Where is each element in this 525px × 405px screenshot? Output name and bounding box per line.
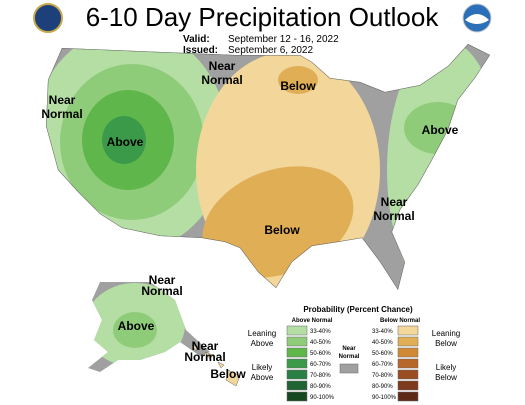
hawaii xyxy=(191,344,241,387)
legend-swatch-below xyxy=(397,369,419,380)
map-label: Near Normal xyxy=(373,195,414,223)
legend-above-item: 90-100% xyxy=(310,395,335,401)
legend-above-item: 50-60% xyxy=(310,351,331,357)
legend-above-heading: Above Normal xyxy=(292,318,333,324)
legend-swatch-above xyxy=(286,369,308,380)
legend-title: Probability (Percent Chance) xyxy=(303,305,413,314)
legend-swatch-below xyxy=(397,391,419,402)
valid-dates: September 12 - 16, 2022 xyxy=(228,34,339,45)
map-label: Below xyxy=(210,367,246,381)
legend-swatch-above xyxy=(286,380,308,391)
noaa-logo-bird xyxy=(465,14,489,24)
legend-above-item: 80-90% xyxy=(310,384,331,390)
legend-below-item: 40-50% xyxy=(372,340,393,346)
legend-swatch-below xyxy=(397,325,419,336)
legend-swatch-below xyxy=(397,358,419,369)
below-40-mn-area xyxy=(278,66,318,94)
legend-swatch-near xyxy=(339,363,359,374)
legend-below-item: 90-100% xyxy=(372,395,397,401)
issued-label: Issued: xyxy=(183,45,218,56)
above-60-area xyxy=(102,116,146,164)
legend-swatch-above xyxy=(286,336,308,347)
legend-below-heading: Below Normal xyxy=(380,318,420,324)
map-label: Near Normal xyxy=(141,273,182,298)
map-label: Above xyxy=(107,135,144,149)
legend-likely-above: Likely Above xyxy=(251,363,274,382)
legend-swatch-above xyxy=(286,358,308,369)
map-label: Below xyxy=(280,79,316,93)
legend-below-item: 50-60% xyxy=(372,351,393,357)
legend-above-item: 70-80% xyxy=(310,373,331,379)
legend-swatch-below xyxy=(397,336,419,347)
legend-swatch-above xyxy=(286,391,308,402)
legend-swatch-below xyxy=(397,380,419,391)
legend-swatch-above xyxy=(286,325,308,336)
valid-label: Valid: xyxy=(183,34,210,45)
legend: Probability (Percent Chance) Above Norma… xyxy=(248,305,460,402)
legend-above-item: 33-40% xyxy=(310,329,331,335)
issued-date: September 6, 2022 xyxy=(228,45,313,56)
map-label: Above xyxy=(422,123,459,137)
map-label: Near Normal xyxy=(184,339,225,364)
legend-below-item: 33-40% xyxy=(372,329,393,335)
legend-below-item: 60-70% xyxy=(372,362,393,368)
legend-below-item: 70-80% xyxy=(372,373,393,379)
ak-above-40 xyxy=(113,312,157,348)
doc-logo xyxy=(33,3,63,33)
legend-likely-below: Likely Below xyxy=(435,363,457,382)
conus-outline xyxy=(46,44,490,290)
legend-near-normal: Near Normal xyxy=(339,346,360,360)
legend-above-item: 60-70% xyxy=(310,362,331,368)
legend-below-item: 80-90% xyxy=(372,384,393,390)
legend-leaning-above: Leaning Above xyxy=(248,329,276,348)
legend-leaning-below: Leaning Below xyxy=(432,329,460,348)
map-label: Near Normal xyxy=(41,93,82,121)
map-label: Above xyxy=(118,319,155,333)
title: 6-10 Day Precipitation Outlook xyxy=(86,2,440,32)
legend-swatch-below xyxy=(397,347,419,358)
legend-swatch-above xyxy=(286,347,308,358)
map-label: Near Normal xyxy=(201,59,242,87)
legend-above-item: 40-50% xyxy=(310,340,331,346)
map-label: Below xyxy=(264,223,300,237)
